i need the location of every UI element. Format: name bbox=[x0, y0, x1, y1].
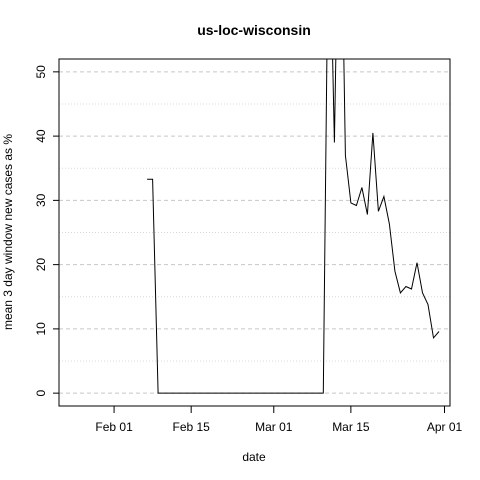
x-axis-label: date bbox=[242, 450, 266, 464]
x-tick-label: Mar 15 bbox=[332, 420, 370, 434]
chart-title: us-loc-wisconsin bbox=[197, 22, 311, 38]
x-tick-label: Feb 15 bbox=[172, 420, 210, 434]
y-tick-label: 30 bbox=[34, 193, 48, 207]
x-tick-label: Apr 01 bbox=[427, 420, 463, 434]
x-tick-label: Mar 01 bbox=[255, 420, 293, 434]
y-axis: 0 10 20 30 40 50 bbox=[34, 65, 59, 397]
y-tick-label: 40 bbox=[34, 129, 48, 143]
y-tick-label: 0 bbox=[34, 389, 48, 396]
x-tick-label: Feb 01 bbox=[95, 420, 133, 434]
y-tick-label: 10 bbox=[34, 322, 48, 336]
x-axis: Feb 01 Feb 15 Mar 01 Mar 15 Apr 01 bbox=[95, 406, 462, 434]
y-tick-label: 20 bbox=[34, 258, 48, 272]
y-tick-label: 50 bbox=[34, 65, 48, 79]
grid bbox=[59, 72, 450, 393]
y-axis-label: mean 3 day window new cases as % bbox=[1, 134, 15, 330]
